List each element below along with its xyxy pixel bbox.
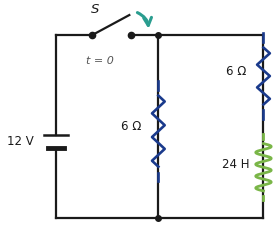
- Text: 24 H: 24 H: [222, 159, 250, 171]
- Text: 6 Ω: 6 Ω: [226, 65, 246, 78]
- Text: 6 Ω: 6 Ω: [121, 120, 141, 133]
- Text: S: S: [91, 3, 99, 16]
- Text: t = 0: t = 0: [86, 56, 114, 66]
- Text: 12 V: 12 V: [7, 135, 33, 148]
